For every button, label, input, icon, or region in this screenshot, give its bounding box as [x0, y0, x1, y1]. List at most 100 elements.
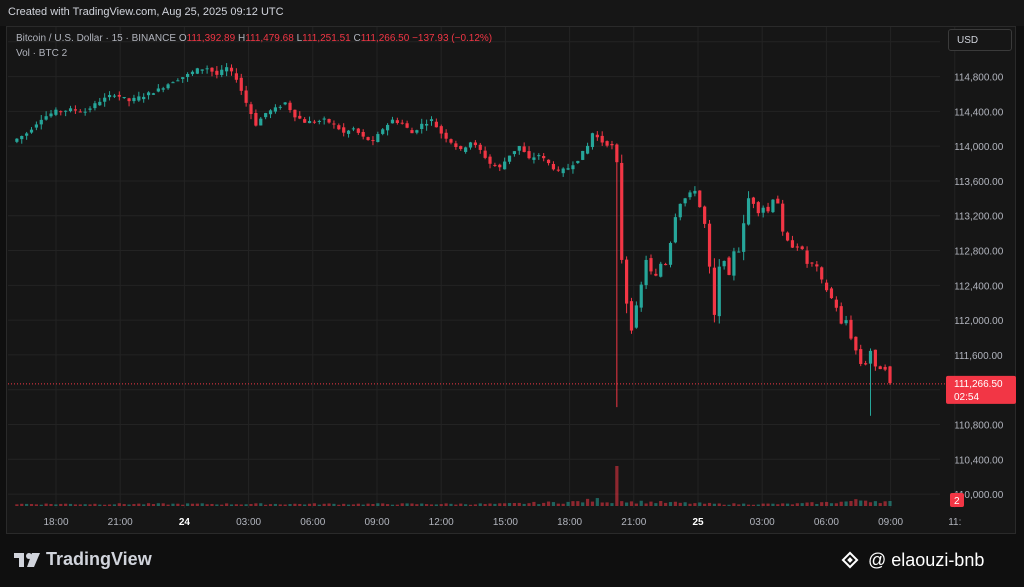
volume-bar	[605, 502, 609, 506]
candle-body	[659, 263, 663, 277]
candle-body	[654, 273, 658, 276]
volume-bar	[361, 504, 365, 506]
volume-bar	[103, 504, 107, 506]
y-tick-label: 111,600.00	[954, 351, 1003, 362]
volume-bar	[425, 504, 429, 506]
volume-bar	[488, 503, 492, 506]
candle-body	[229, 67, 234, 72]
candle-body	[600, 135, 604, 143]
candle-body	[264, 113, 268, 118]
candle-body	[854, 336, 858, 351]
binance-icon	[841, 551, 859, 569]
candle-body	[629, 301, 634, 331]
volume-bar	[127, 504, 131, 506]
volume-bar	[78, 504, 82, 506]
candle-body	[317, 120, 321, 122]
watermark-text: @ elaouzi-bnb	[868, 549, 985, 570]
open-label: O	[178, 33, 187, 44]
currency-button[interactable]: USD	[948, 29, 1012, 51]
candle-body	[34, 124, 38, 128]
volume-bar	[795, 503, 799, 506]
volume-bar	[542, 502, 546, 506]
candle-body	[249, 104, 253, 115]
candle-body	[707, 223, 712, 267]
candle-body	[88, 108, 92, 110]
candle-body	[15, 138, 19, 142]
candle-body	[883, 366, 887, 370]
candle-body	[298, 115, 302, 119]
volume-bar	[239, 504, 243, 506]
volume-bar	[371, 504, 375, 506]
tradingview-logo-text: TradingView	[46, 549, 152, 569]
candle-body	[112, 95, 117, 97]
volume-bar	[654, 503, 658, 506]
candle-body	[210, 67, 214, 72]
candle-body	[244, 90, 248, 103]
candle-body	[273, 107, 277, 112]
low-value: 111,251.51	[302, 33, 351, 44]
candle-body	[722, 260, 726, 267]
candle-body	[717, 266, 721, 317]
volume-bar	[493, 503, 497, 506]
candle-body	[551, 163, 556, 170]
candle-body	[532, 157, 536, 160]
x-tick-label: 15:00	[493, 517, 518, 528]
volume-bar	[756, 504, 760, 506]
volume-bar	[381, 503, 385, 506]
candle-body	[195, 68, 199, 74]
candle-body	[78, 111, 82, 113]
tradingview-logo-icon	[14, 552, 40, 567]
candle-body	[546, 159, 551, 164]
volume-bar	[464, 504, 468, 506]
candle-body	[805, 250, 809, 264]
y-tick-label: 112,000.00	[954, 316, 1004, 327]
volume-bar	[659, 501, 663, 506]
volume-bar	[527, 503, 531, 506]
candle-body	[873, 349, 877, 367]
volume-bar	[537, 504, 541, 506]
change-value: −137.93 (−0.12%)	[412, 33, 493, 44]
tradingview-logo[interactable]: TradingView	[12, 549, 152, 570]
candle-body	[181, 77, 185, 79]
volume-bar	[15, 504, 19, 506]
volume-bar	[98, 504, 102, 506]
candle-body	[117, 94, 121, 97]
volume-bar	[644, 503, 648, 506]
author-watermark: @ elaouzi-bnb	[838, 548, 984, 572]
volume-bar	[507, 503, 512, 506]
volume-bar	[327, 503, 331, 506]
close-label: C	[353, 33, 361, 44]
x-tick-label: 11:	[948, 517, 961, 528]
candle-body	[454, 143, 458, 148]
candle-body	[605, 141, 609, 146]
candle-body	[215, 70, 219, 75]
volume-bar	[649, 501, 653, 506]
candle-body	[644, 259, 648, 286]
low-label: L	[296, 33, 303, 44]
chart-panel[interactable]	[6, 26, 1016, 534]
volume-last-label: 2	[954, 496, 960, 507]
volume-bar	[581, 502, 585, 506]
candle-body	[517, 145, 521, 151]
volume-bar	[483, 504, 487, 506]
x-tick-label: 03:00	[750, 517, 775, 528]
volume-bar	[546, 501, 551, 506]
volume-bar	[34, 504, 38, 506]
volume-bar	[844, 501, 848, 506]
candle-body	[186, 74, 190, 78]
candle-body	[464, 147, 468, 152]
volume-bar	[112, 504, 117, 506]
candle-body	[571, 165, 575, 170]
y-tick-label: 114,800.00	[954, 73, 1004, 84]
volume-legend: Vol · BTC 2	[16, 48, 67, 59]
candle-body	[366, 137, 370, 141]
x-tick-label: 12:00	[429, 517, 454, 528]
volume-bar	[834, 503, 838, 506]
volume-bar	[761, 503, 765, 506]
volume-bar	[449, 503, 453, 506]
volume-bar	[742, 503, 746, 506]
volume-bar	[278, 504, 282, 506]
volume-bar	[751, 504, 756, 506]
last-price-label: 111,266.50	[954, 379, 1003, 390]
